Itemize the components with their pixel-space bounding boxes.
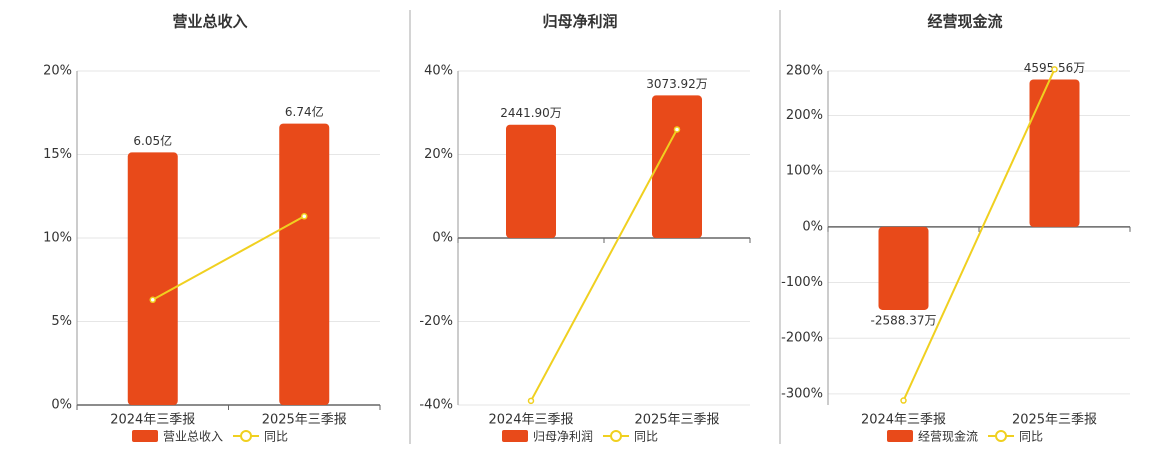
chart-title: 营业总收入 xyxy=(172,13,247,31)
bar xyxy=(127,152,178,405)
value-label: 3073.92万 xyxy=(646,77,708,91)
line-point xyxy=(900,397,907,404)
x-tick-label: 2025年三季报 xyxy=(262,413,347,428)
y-tick-label: 40% xyxy=(424,64,453,79)
bar xyxy=(1029,79,1080,227)
y-tick-label: -200% xyxy=(781,331,823,346)
line-point xyxy=(149,296,156,304)
y-tick-label: 15% xyxy=(43,147,72,162)
y-tick-label: -40% xyxy=(419,398,453,413)
value-label: 2441.90万 xyxy=(500,106,562,120)
bar xyxy=(652,95,702,238)
line-point xyxy=(673,126,681,133)
value-label: 6.05亿 xyxy=(133,133,172,148)
legend-label: 经营现金流 xyxy=(918,429,978,444)
chart-title: 经营现金流 xyxy=(927,13,1002,31)
legend-marker xyxy=(610,430,623,442)
y-tick-label: 20% xyxy=(424,147,453,162)
y-tick-label: 5% xyxy=(51,314,72,329)
y-tick-label: 280% xyxy=(786,64,823,79)
line xyxy=(902,68,1056,401)
bar xyxy=(279,123,330,405)
line xyxy=(530,128,678,402)
legend-label: 营业总收入 xyxy=(163,430,223,444)
y-tick-label: 100% xyxy=(786,164,823,179)
line-point xyxy=(527,397,535,405)
y-tick-label: 10% xyxy=(43,231,72,246)
line xyxy=(152,215,305,301)
chart-title: 归母净利润 xyxy=(542,13,617,31)
legend-label: 同比 xyxy=(264,430,288,444)
bar xyxy=(878,226,929,310)
y-tick-label: -20% xyxy=(419,314,453,329)
y-tick-label: 200% xyxy=(786,108,823,123)
legend-swatch xyxy=(132,430,158,442)
x-tick-label: 2025年三季报 xyxy=(634,413,719,428)
y-tick-label: -300% xyxy=(781,386,823,401)
line-point xyxy=(301,213,308,220)
legend-swatch xyxy=(887,430,913,442)
bar xyxy=(506,124,556,238)
value-label: 6.74亿 xyxy=(285,104,324,119)
y-tick-label: 20% xyxy=(43,64,72,79)
x-tick-label: 2024年三季报 xyxy=(861,413,946,428)
legend-marker xyxy=(240,430,253,442)
legend-label: 同比 xyxy=(634,430,658,444)
x-tick-label: 2025年三季报 xyxy=(1012,413,1097,428)
y-tick-label: -100% xyxy=(781,275,823,290)
legend-marker xyxy=(995,430,1008,442)
line-point xyxy=(1051,66,1058,73)
y-tick-label: 0% xyxy=(802,219,823,234)
x-tick-label: 2024年三季报 xyxy=(110,413,195,428)
y-tick-label: 0% xyxy=(51,398,72,413)
legend-label: 归母净利润 xyxy=(533,430,593,444)
value-label: -2588.37万 xyxy=(871,313,937,327)
x-tick-label: 2024年三季报 xyxy=(488,413,573,428)
legend-label: 同比 xyxy=(1019,430,1043,444)
y-tick-label: 0% xyxy=(432,231,453,246)
legend-swatch xyxy=(502,430,528,442)
